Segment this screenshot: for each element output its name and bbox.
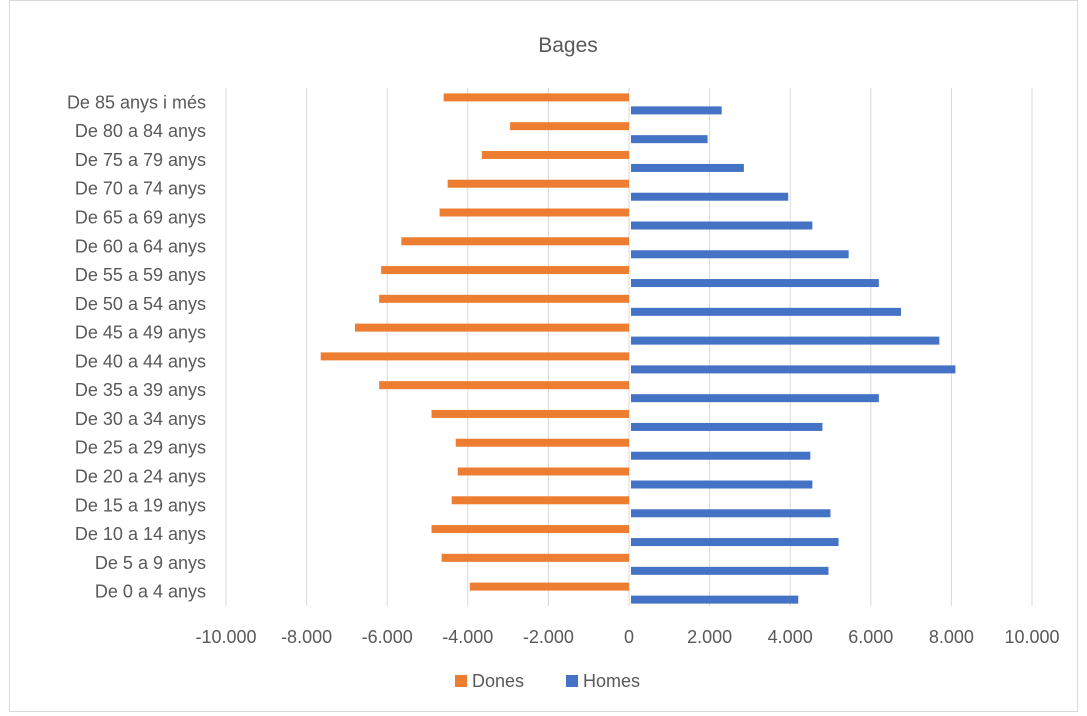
x-tick-label: -4.000 (442, 627, 493, 647)
x-tick-label: -2.000 (523, 627, 574, 647)
bar-dones (401, 237, 629, 246)
bar-dones (431, 409, 629, 418)
y-category-label: De 45 a 49 anys (75, 323, 206, 343)
bar-dones (457, 467, 629, 476)
y-category-label: De 30 a 34 anys (75, 409, 206, 429)
bar-homes (631, 509, 831, 518)
legend-swatch-homes (566, 675, 578, 687)
bar-dones (510, 122, 629, 131)
bar-dones (447, 179, 629, 188)
bar-dones (443, 93, 629, 102)
bar-homes (631, 451, 811, 460)
bar-homes (631, 595, 799, 604)
x-tick-label: 6.000 (848, 627, 893, 647)
bar-homes (631, 192, 789, 201)
bar-homes (631, 163, 744, 172)
x-tick-label: 8.000 (929, 627, 974, 647)
y-category-label: De 35 a 39 anys (75, 380, 206, 400)
y-category-label: De 75 a 79 anys (75, 150, 206, 170)
y-category-label: De 80 a 84 anys (75, 121, 206, 141)
x-tick-label: -8.000 (281, 627, 332, 647)
y-category-label: De 5 a 9 anys (95, 553, 206, 573)
bar-homes (631, 336, 940, 345)
bar-homes (631, 307, 902, 316)
y-category-label: De 55 a 59 anys (75, 265, 206, 285)
y-category-label: De 20 a 24 anys (75, 467, 206, 487)
legend-swatch-dones (455, 675, 467, 687)
bar-homes (631, 394, 879, 403)
bar-dones (379, 381, 629, 390)
legend-label-dones: Dones (472, 671, 524, 691)
bar-homes (631, 279, 879, 288)
y-category-label: De 70 a 74 anys (75, 179, 206, 199)
x-tick-label: 0 (624, 627, 634, 647)
bar-homes (631, 538, 839, 547)
y-category-label: De 60 a 64 anys (75, 236, 206, 256)
bar-homes (631, 422, 823, 431)
legend-label-homes: Homes (583, 671, 640, 691)
bar-homes (631, 365, 956, 374)
bar-dones (441, 553, 629, 562)
bar-homes (631, 566, 829, 575)
bar-homes (631, 135, 708, 144)
chart-title: Bages (538, 34, 598, 57)
bar-homes (631, 250, 849, 259)
bar-dones (481, 150, 629, 159)
y-category-label: De 50 a 54 anys (75, 294, 206, 314)
bar-dones (381, 266, 629, 275)
y-category-label: De 65 a 69 anys (75, 208, 206, 228)
bar-dones (431, 525, 629, 534)
bar-dones (354, 323, 629, 332)
y-category-label: De 40 a 44 anys (75, 351, 206, 371)
x-tick-label: 4.000 (768, 627, 813, 647)
bar-homes (631, 106, 722, 115)
y-category-label: De 10 a 14 anys (75, 524, 206, 544)
x-tick-label: 10.000 (1004, 627, 1059, 647)
bar-dones (455, 438, 629, 447)
y-category-label: De 85 anys i més (67, 92, 206, 112)
y-category-label: De 25 a 29 anys (75, 438, 206, 458)
y-category-label: De 15 a 19 anys (75, 495, 206, 515)
x-tick-label: -10.000 (195, 627, 256, 647)
x-tick-label: -6.000 (362, 627, 413, 647)
bar-dones (469, 582, 629, 591)
bar-dones (320, 352, 629, 361)
bar-dones (439, 208, 629, 217)
y-category-label: De 0 a 4 anys (95, 582, 206, 602)
bar-dones (451, 496, 629, 505)
bar-homes (631, 221, 813, 230)
x-tick-label: 2.000 (687, 627, 732, 647)
bar-homes (631, 480, 813, 489)
chart-frame (9, 0, 1078, 712)
bar-dones (379, 294, 629, 303)
